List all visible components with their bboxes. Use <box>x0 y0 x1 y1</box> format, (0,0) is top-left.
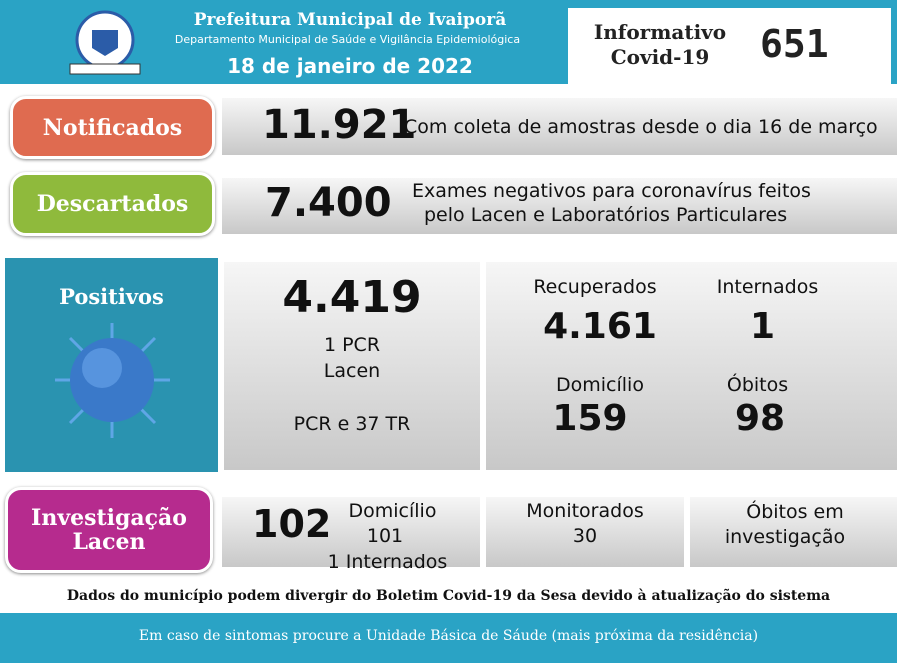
text: 101 <box>366 525 404 547</box>
label-pill: Investigação Lacen <box>5 487 213 573</box>
text: 30 <box>572 525 598 547</box>
header-title: Prefeitura Municipal de Ivaiporã <box>193 10 507 30</box>
stat-value: 1 <box>749 306 776 347</box>
footer-banner: Em caso de sintomas procure a Unidade Bá… <box>0 613 897 663</box>
text: 1 Internados <box>327 551 448 573</box>
value: 4.419 <box>282 272 422 323</box>
header-date: 18 de janeiro de 2022 <box>227 54 473 78</box>
note: Com coleta de amostras desde o dia 16 de… <box>404 116 878 138</box>
text: Óbitos em <box>746 501 844 523</box>
text: Lacen <box>323 360 381 382</box>
panel <box>222 98 897 155</box>
stat-label: Internados <box>716 276 819 298</box>
text: investigação <box>724 526 846 548</box>
label: Investigação <box>31 505 187 531</box>
note: Exames negativos para coronavírus feitos <box>412 180 811 202</box>
value: 7.400 <box>265 180 392 226</box>
stat-value: 4.161 <box>543 306 657 347</box>
header-subtitle: Departamento Municipal de Saúde e Vigilâ… <box>174 33 521 46</box>
stat-label: Domicílio <box>556 374 644 396</box>
stat-value: 159 <box>552 398 628 439</box>
panel <box>690 497 897 567</box>
text: Domicílio <box>348 500 437 522</box>
panel <box>224 262 480 470</box>
stat-label: Óbitos <box>726 374 789 396</box>
text: Monitorados <box>526 500 644 522</box>
panel <box>486 497 684 567</box>
panel <box>486 262 897 470</box>
bulletin-label: Covid-19 <box>610 45 710 69</box>
text: PCR e 37 TR <box>293 413 411 435</box>
disclaimer: Dados do município podem divergir do Bol… <box>66 588 831 604</box>
label-pill: Notificados <box>10 96 215 159</box>
bulletin-number: 651 <box>760 22 829 66</box>
panel <box>222 178 897 234</box>
value: 102 <box>252 502 332 546</box>
text: 1 PCR <box>323 334 381 356</box>
virus-icon <box>55 323 170 438</box>
panel <box>222 497 480 567</box>
label-pill: Descartados <box>10 172 215 236</box>
banner-text: Em caso de sintomas procure a Unidade Bá… <box>138 628 759 644</box>
stat-label: Recuperados <box>533 276 657 298</box>
stat-value: 98 <box>734 398 786 439</box>
note: pelo Lacen e Laboratórios Particulares <box>424 204 788 226</box>
value: 11.921 <box>262 102 417 148</box>
label: Lacen <box>72 529 146 555</box>
logo <box>69 10 141 75</box>
label: Positivos <box>59 284 164 309</box>
bulletin-label: Informativo <box>593 20 727 44</box>
bulletin-box <box>568 8 891 84</box>
